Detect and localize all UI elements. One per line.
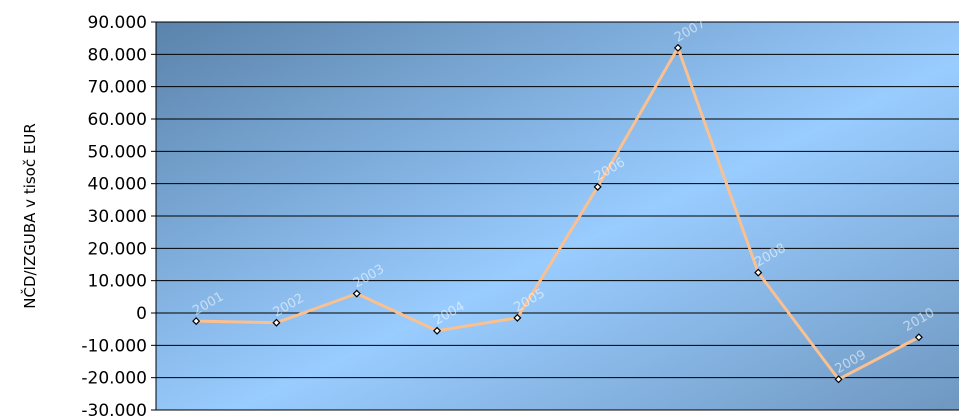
y-tick-label: 40.000 [88, 175, 147, 195]
y-tick-label: 70.000 [88, 78, 147, 98]
y-tick-label: 10.000 [88, 272, 147, 292]
gridlines [151, 21, 959, 411]
data-point-marker [433, 326, 442, 335]
data-point-marker [513, 313, 522, 322]
y-axis-tick-labels: 90.000 80.000 70.000 60.000 50.000 40.000 30.0… [81, 13, 147, 418]
y-tick-label: 20.000 [88, 239, 147, 259]
data-point-marker [673, 43, 682, 52]
data-point-marker [272, 318, 281, 327]
y-axis-title: NČD/IZGUBA v tisoč EUR [20, 123, 39, 309]
y-tick-label: -30.000 [81, 401, 147, 418]
y-tick-label: 0 [136, 304, 147, 324]
data-point-marker [834, 375, 843, 384]
data-point-marker [914, 333, 923, 342]
data-point-marker [192, 317, 201, 326]
y-tick-label: -10.000 [81, 336, 147, 356]
y-tick-label: 30.000 [88, 207, 147, 227]
data-point-marker [593, 182, 602, 191]
data-point-marker [352, 289, 361, 298]
series-line [196, 46, 920, 381]
data-point-marker [754, 268, 763, 277]
y-tick-label: 50.000 [88, 142, 147, 162]
y-tick-label: 80.000 [88, 45, 147, 65]
y-tick-label: -20.000 [81, 369, 147, 389]
y-tick-label: 90.000 [88, 13, 147, 33]
series-line-group [192, 43, 923, 384]
y-tick-label: 60.000 [88, 110, 147, 130]
